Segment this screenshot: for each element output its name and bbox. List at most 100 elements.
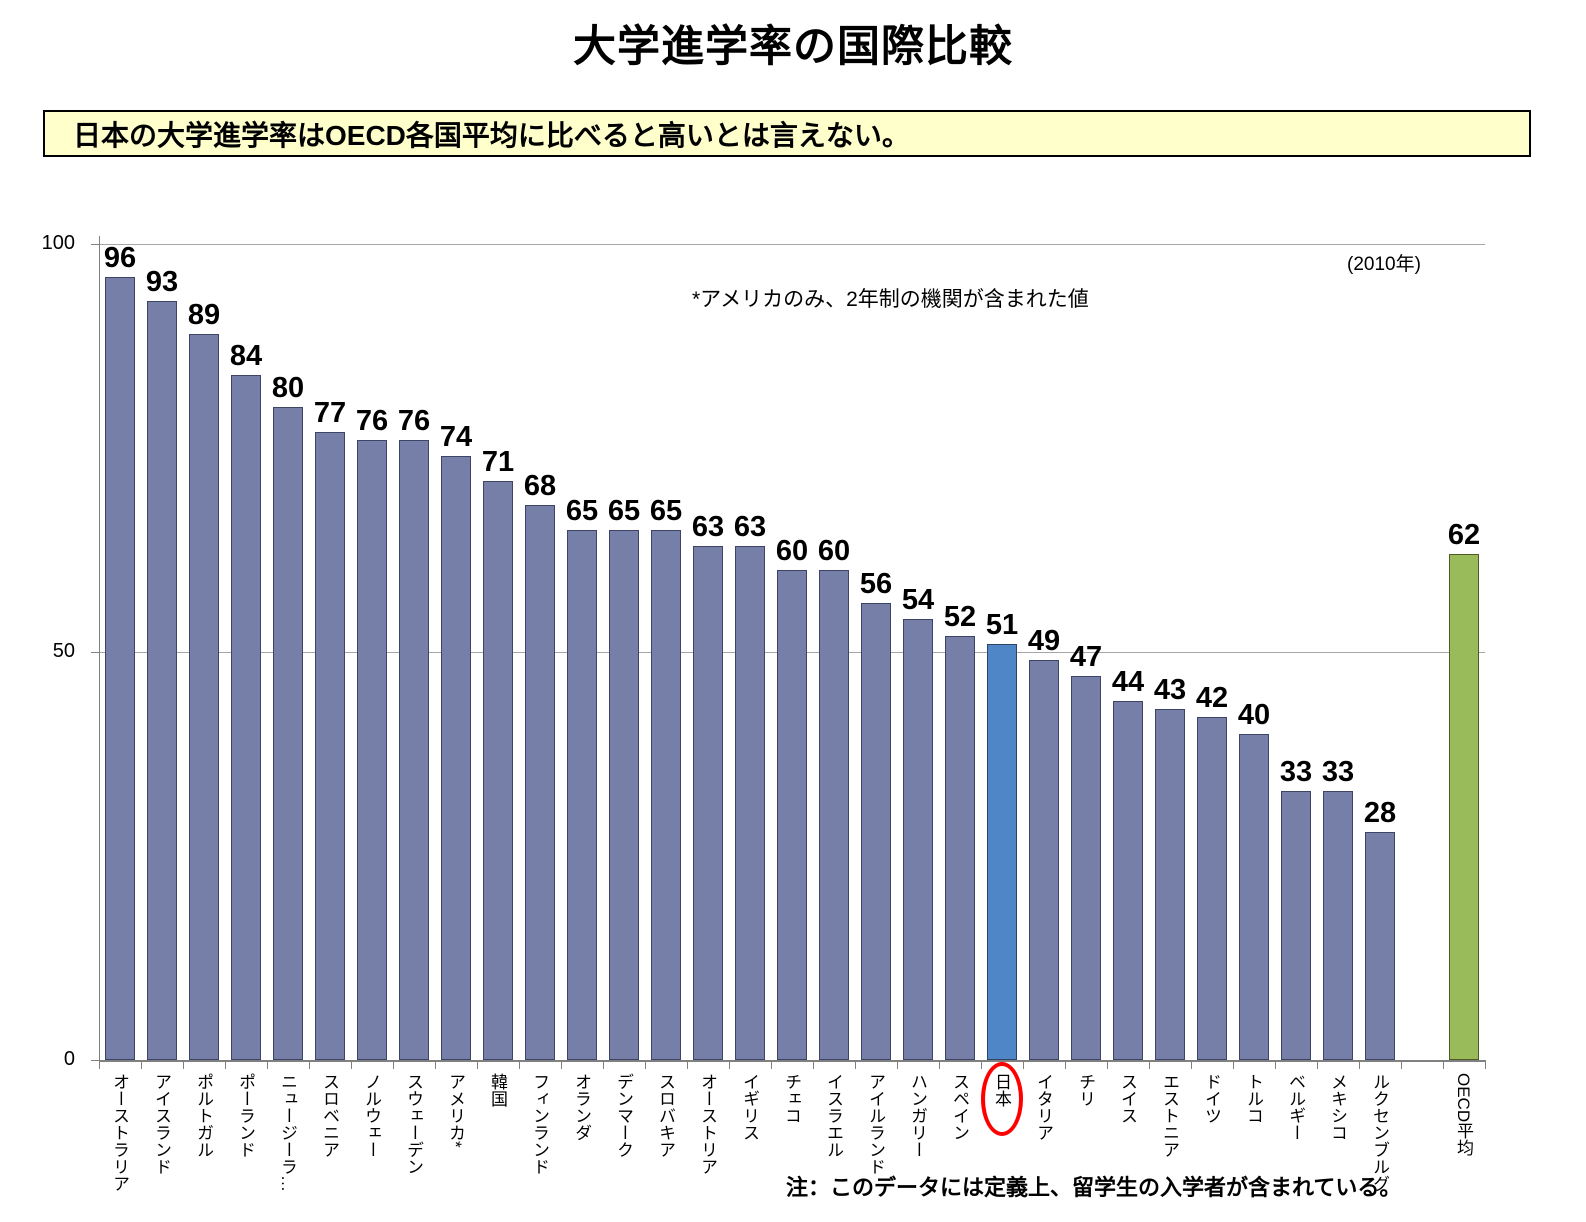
x-tick-31	[1401, 1061, 1402, 1069]
bar-value-korea: 71	[481, 445, 515, 478]
bar-value-chile: 47	[1069, 641, 1103, 674]
x-label-usa: アメリカ*	[446, 1073, 465, 1148]
callout-text: 日本の大学進学率はOECD各国平均に比べると高いとは言えない。	[73, 119, 910, 151]
bar-value-germany: 42	[1195, 682, 1229, 715]
y-axis-line	[99, 236, 100, 1061]
x-label-norway: ノルウェー	[362, 1073, 381, 1158]
x-tick-32	[1443, 1061, 1444, 1069]
bar-iceland	[147, 301, 177, 1060]
x-label-oecd-average: OECD平均	[1454, 1073, 1473, 1157]
x-tick-30	[1359, 1061, 1360, 1069]
bar-value-czech: 60	[775, 535, 809, 568]
bar-estonia	[1155, 709, 1185, 1060]
bar-value-poland: 84	[229, 339, 263, 372]
y-tick-100	[91, 244, 99, 245]
x-label-slovakia: スロバキア	[656, 1073, 675, 1158]
america-footnote: *アメリカのみ、2年制の機関が含まれた値	[692, 288, 1089, 311]
data-definition-footnote: 注：このデータには定義上、留学生の入学者が含まれている。	[786, 1175, 1402, 1200]
x-tick-18	[855, 1061, 856, 1069]
x-tick-16	[771, 1061, 772, 1069]
x-label-switzerland: スイス	[1118, 1073, 1137, 1124]
bar-chile	[1071, 676, 1101, 1060]
x-tick-15	[729, 1061, 730, 1069]
x-tick-20	[939, 1061, 940, 1069]
japan-label-circle	[981, 1062, 1023, 1136]
bar-hungary	[903, 619, 933, 1060]
x-label-luxembourg: ルクセンブルグ	[1370, 1073, 1389, 1192]
x-label-mexico: メキシコ	[1328, 1073, 1347, 1141]
bar-germany	[1197, 717, 1227, 1060]
bar-value-hungary: 54	[901, 584, 935, 617]
bar-value-austria: 63	[691, 510, 725, 543]
y-tick-label-0: 0	[63, 1048, 75, 1070]
bar-value-uk: 63	[733, 510, 767, 543]
x-label-uk: イギリス	[740, 1073, 759, 1141]
x-tick-11	[561, 1061, 562, 1069]
bar-czech	[777, 570, 807, 1060]
x-label-finland: フィンランド	[530, 1073, 549, 1175]
x-label-estonia: エストニア	[1160, 1073, 1179, 1158]
bar-mexico	[1323, 790, 1353, 1060]
x-tick-9	[477, 1061, 478, 1069]
bar-value-usa: 74	[439, 421, 473, 454]
x-tick-10	[519, 1061, 520, 1069]
bar-value-slovakia: 65	[649, 494, 683, 527]
x-tick-33	[1485, 1061, 1486, 1069]
bar-denmark	[609, 529, 639, 1060]
x-label-poland: ポーランド	[236, 1073, 255, 1158]
bar-sweden	[399, 439, 429, 1060]
bar-value-australia: 96	[103, 241, 137, 274]
bar-uk	[735, 545, 765, 1060]
x-tick-24	[1107, 1061, 1108, 1069]
bar-israel	[819, 570, 849, 1060]
bar-value-belgium: 33	[1279, 755, 1313, 788]
x-tick-22	[1023, 1061, 1024, 1069]
bar-new-zealand	[273, 407, 303, 1060]
bar-value-estonia: 43	[1153, 674, 1187, 707]
x-label-netherlands: オランダ	[572, 1073, 591, 1141]
bar-italy	[1029, 660, 1059, 1060]
x-tick-29	[1317, 1061, 1318, 1069]
x-tick-7	[393, 1061, 394, 1069]
x-tick-5	[309, 1061, 310, 1069]
x-tick-13	[645, 1061, 646, 1069]
bar-slovenia	[315, 431, 345, 1060]
bar-value-ireland: 56	[859, 568, 893, 601]
bar-slovakia	[651, 529, 681, 1060]
bar-austria	[693, 545, 723, 1060]
bar-japan	[987, 643, 1017, 1060]
x-tick-4	[267, 1061, 268, 1069]
bar-usa	[441, 456, 471, 1060]
x-tick-28	[1275, 1061, 1276, 1069]
x-label-chile: チリ	[1076, 1073, 1095, 1107]
x-label-hungary: ハンガリー	[908, 1073, 927, 1158]
x-tick-17	[813, 1061, 814, 1069]
x-tick-25	[1149, 1061, 1150, 1069]
y-tick-50	[91, 652, 99, 653]
x-label-slovenia: スロベニア	[320, 1073, 339, 1158]
bar-turkey	[1239, 733, 1269, 1060]
bar-value-new-zealand: 80	[271, 372, 305, 405]
x-label-new-zealand: ニュージーラ…	[278, 1073, 297, 1192]
bar-switzerland	[1113, 700, 1143, 1060]
x-label-portugal: ポルトガル	[194, 1073, 213, 1158]
bar-value-japan: 51	[985, 608, 1019, 641]
x-label-denmark: デンマーク	[614, 1073, 633, 1158]
bar-oecd-average	[1449, 554, 1479, 1060]
x-label-sweden: スウェーデン	[404, 1073, 423, 1175]
x-tick-6	[351, 1061, 352, 1069]
bar-value-finland: 68	[523, 470, 557, 503]
x-tick-26	[1191, 1061, 1192, 1069]
bar-value-sweden: 76	[397, 404, 431, 437]
x-label-korea: 韓国	[488, 1073, 507, 1107]
x-label-ireland: アイルランド	[866, 1073, 885, 1175]
x-label-turkey: トルコ	[1244, 1073, 1263, 1124]
x-tick-23	[1065, 1061, 1066, 1069]
bar-belgium	[1281, 790, 1311, 1060]
x-label-australia: オーストラリア	[110, 1073, 129, 1192]
x-tick-12	[603, 1061, 604, 1069]
x-label-israel: イスラエル	[824, 1073, 843, 1158]
bar-ireland	[861, 603, 891, 1060]
